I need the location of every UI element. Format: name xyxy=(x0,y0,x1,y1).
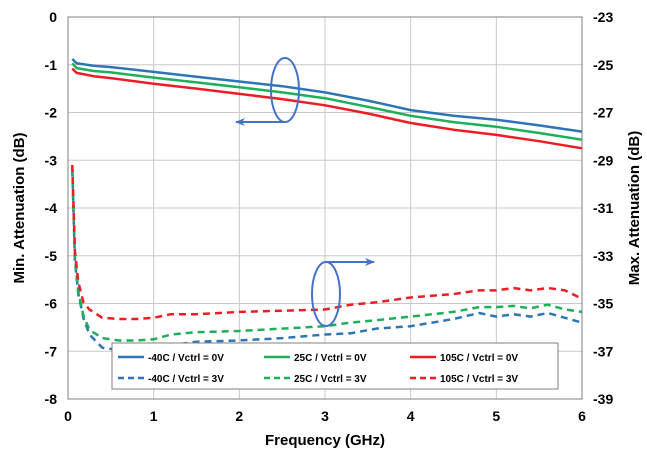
y-right-tick-label: -23 xyxy=(593,9,613,25)
y-right-tick-label: -25 xyxy=(593,57,613,73)
y-left-tick-label: -1 xyxy=(45,57,58,73)
x-tick-labels: 0 1 2 3 4 5 6 xyxy=(64,408,586,424)
y-right-tick-label: -29 xyxy=(593,152,613,168)
series-line xyxy=(71,164,583,321)
legend-label: 105C / Vctrl = 0V xyxy=(440,353,518,364)
legend-label: 25C / Vctrl = 0V xyxy=(294,353,367,364)
y-right-axis-title: Max. Attenuation (dB) xyxy=(626,131,643,285)
y-left-tick-label: -2 xyxy=(45,105,58,121)
series-line xyxy=(71,62,583,141)
legend-label: -40C / Vctrl = 3V xyxy=(148,374,224,385)
right-axis-indicator xyxy=(311,258,375,327)
y-right-tick-label: -33 xyxy=(593,248,613,264)
y-left-tick-label: -6 xyxy=(45,296,58,312)
y-left-tick-labels: 0 -1 -2 -3 -4 -5 -6 -7 -8 xyxy=(45,9,58,407)
legend-label: 25C / Vctrl = 3V xyxy=(294,374,367,385)
y-left-tick-label: -7 xyxy=(45,343,58,359)
series-layer xyxy=(71,58,583,352)
left-axis-indicator xyxy=(235,57,300,126)
y-left-tick-label: 0 xyxy=(49,9,57,25)
y-right-tick-label: -39 xyxy=(593,391,613,407)
x-tick-label: 2 xyxy=(235,408,243,424)
legend: -40C / Vctrl = 0V 25C / Vctrl = 0V 105C / … xyxy=(111,342,559,390)
y-right-tick-label: -35 xyxy=(593,296,613,312)
x-axis-title: Frequency (GHz) xyxy=(265,432,385,449)
y-right-tick-label: -31 xyxy=(593,200,613,216)
series-line xyxy=(71,58,583,133)
series-line xyxy=(71,67,583,150)
y-left-tick-label: -5 xyxy=(45,248,58,264)
legend-box xyxy=(111,342,559,390)
plot-border xyxy=(67,16,583,400)
x-tick-label: 1 xyxy=(150,408,158,424)
series-line xyxy=(71,169,583,352)
y-left-tick-label: -3 xyxy=(45,152,58,168)
legend-label: -40C / Vctrl = 0V xyxy=(148,353,224,364)
x-tick-label: 5 xyxy=(492,408,500,424)
legend-label: 105C / Vctrl = 3V xyxy=(440,374,518,385)
x-tick-label: 0 xyxy=(64,408,72,424)
series-line xyxy=(71,167,583,342)
x-tick-label: 3 xyxy=(321,408,329,424)
y-left-tick-label: -4 xyxy=(45,200,58,216)
y-right-tick-label: -27 xyxy=(593,105,613,121)
x-tick-label: 6 xyxy=(578,408,586,424)
x-tick-label: 4 xyxy=(407,408,415,424)
y-right-tick-labels: -23 -25 -27 -29 -31 -33 -35 -37 -39 xyxy=(593,9,613,407)
y-right-tick-label: -37 xyxy=(593,343,613,359)
y-left-axis-title: Min. Attenuation (dB) xyxy=(11,132,28,283)
y-left-tick-label: -8 xyxy=(45,391,58,407)
